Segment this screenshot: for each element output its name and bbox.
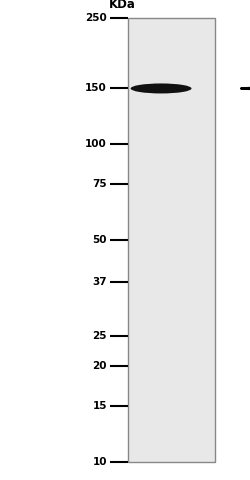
Text: 15: 15 — [92, 401, 107, 411]
Text: 10: 10 — [92, 457, 107, 467]
FancyBboxPatch shape — [128, 18, 215, 462]
Text: 75: 75 — [92, 179, 107, 189]
Text: 25: 25 — [92, 331, 107, 341]
Text: 50: 50 — [92, 235, 107, 245]
Text: 250: 250 — [85, 13, 107, 23]
Text: 150: 150 — [85, 84, 107, 94]
Text: 100: 100 — [85, 139, 107, 149]
Ellipse shape — [130, 84, 192, 94]
Text: 37: 37 — [92, 276, 107, 287]
Text: 20: 20 — [92, 361, 107, 372]
Text: KDa: KDa — [109, 0, 136, 11]
